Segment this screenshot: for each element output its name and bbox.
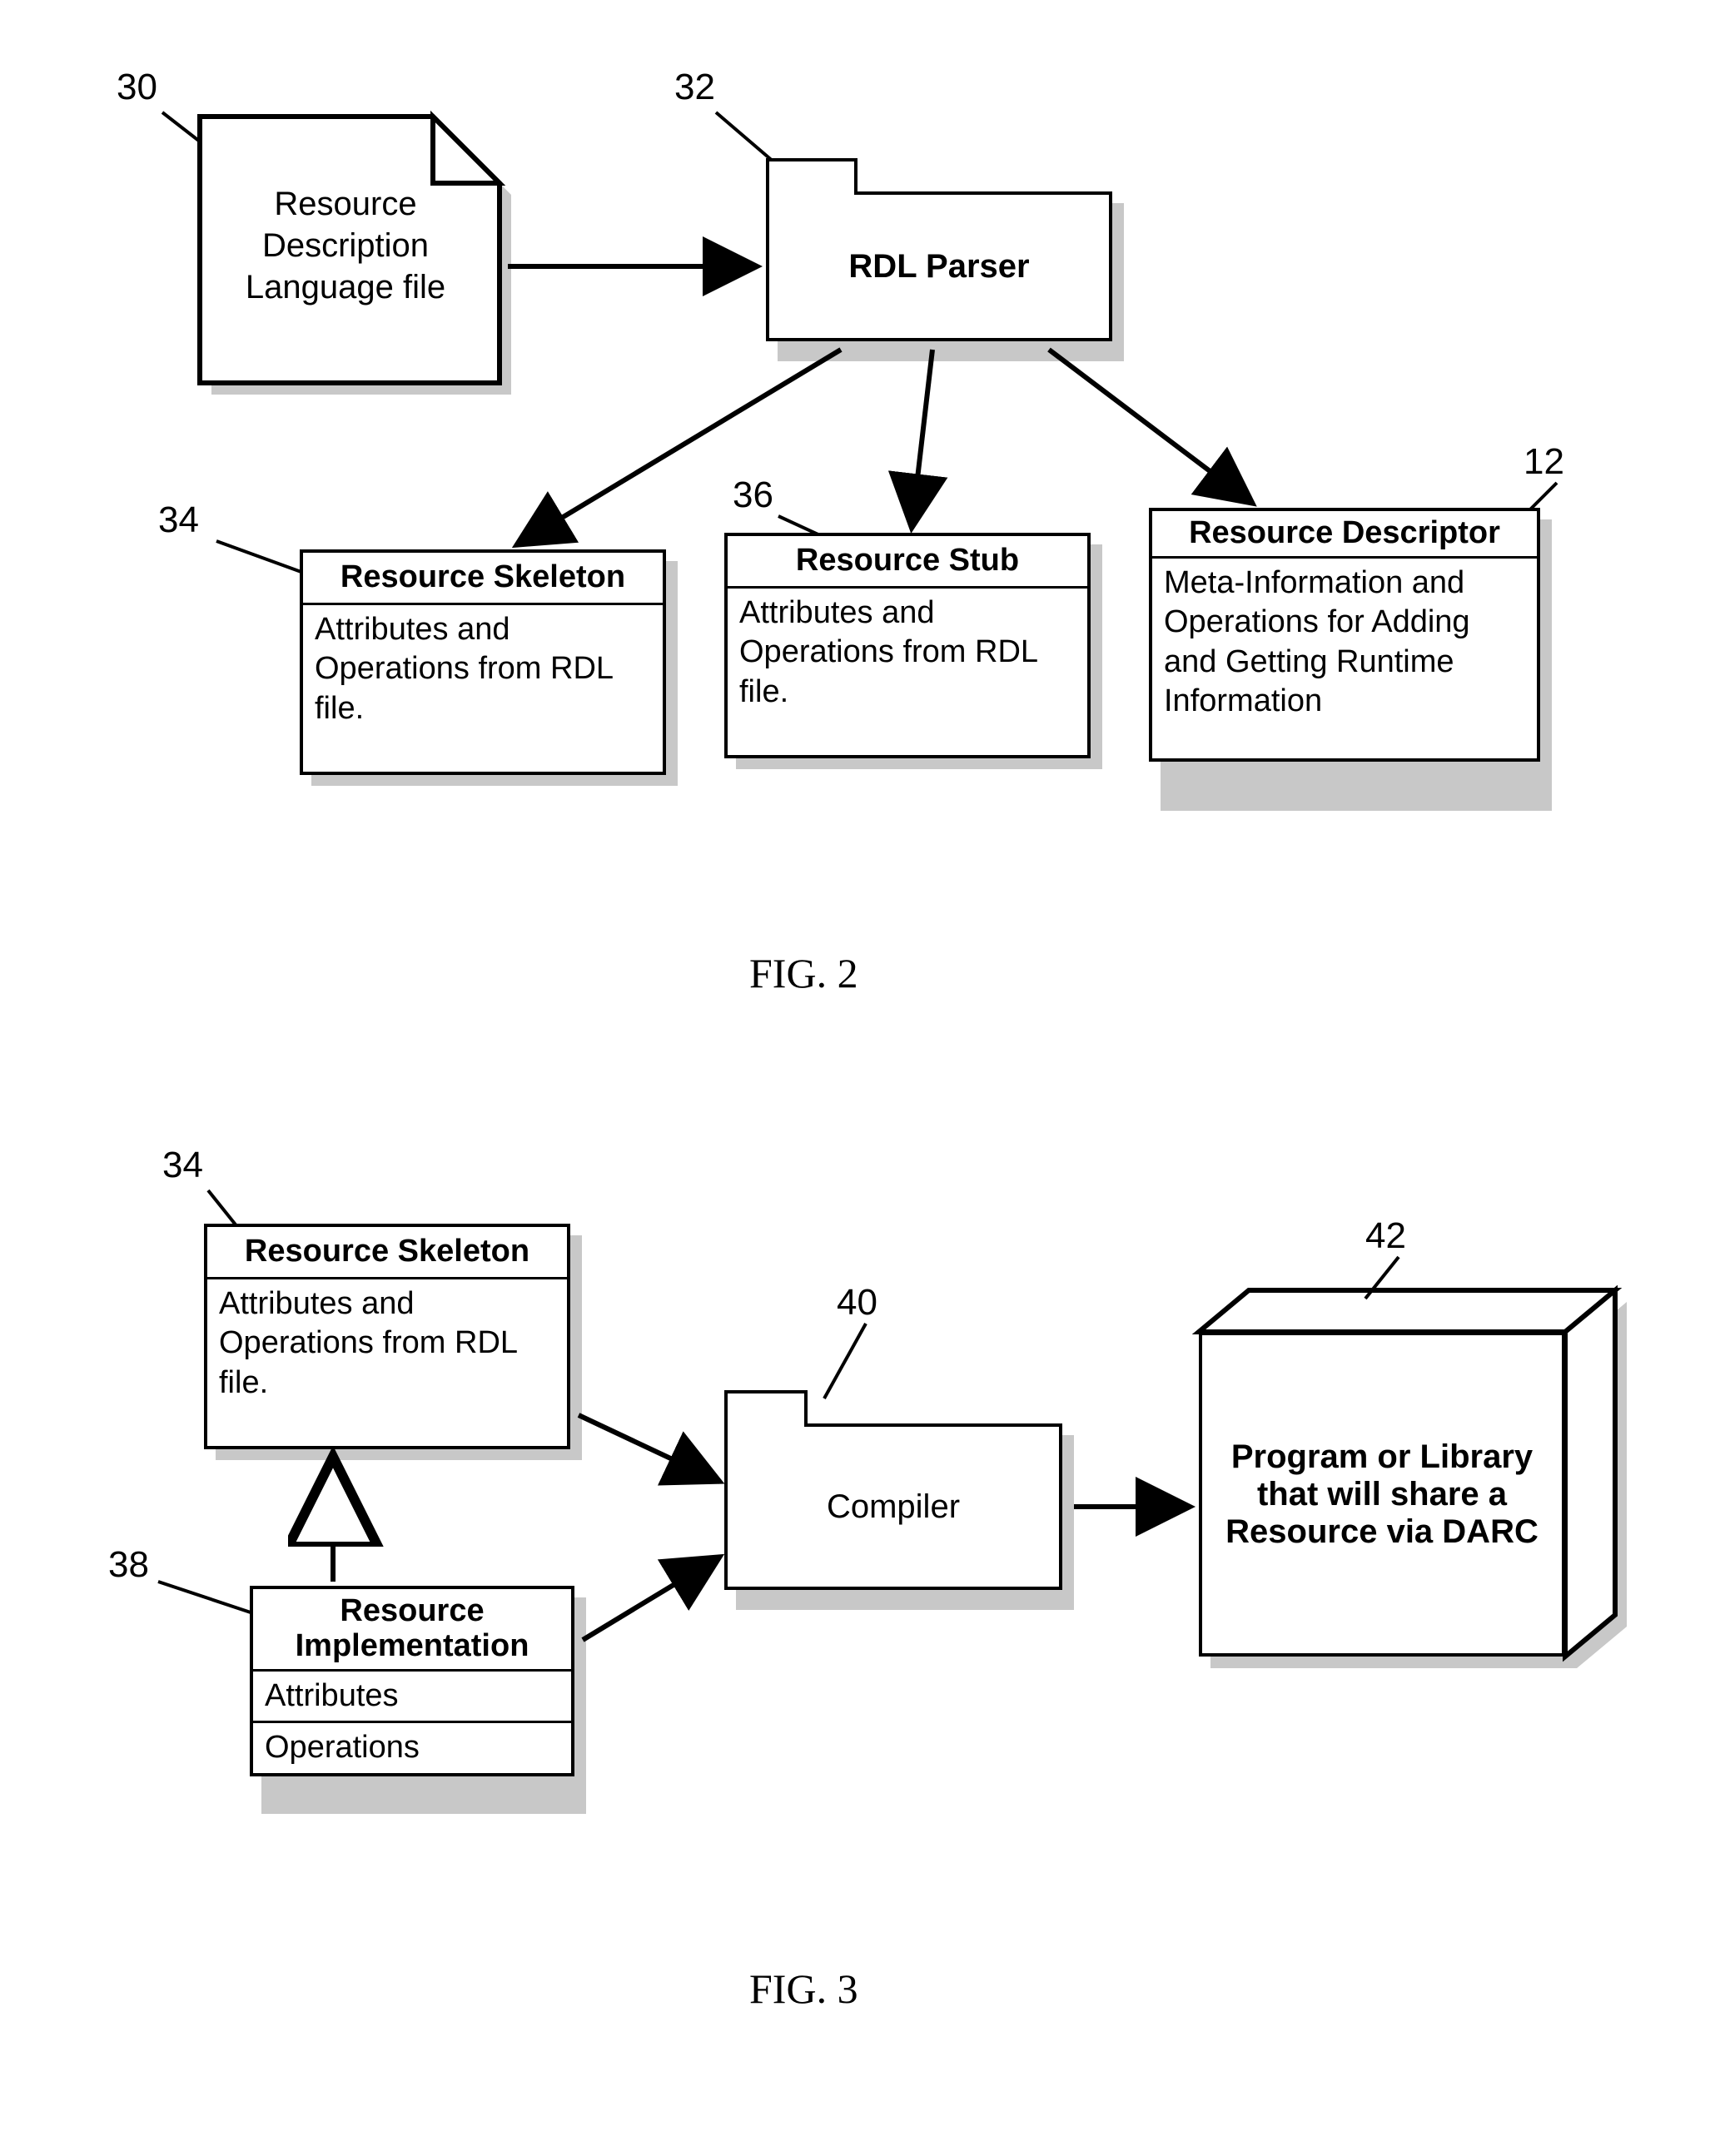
cube-42-text: Program or Library that will share a Res… [1219,1438,1545,1551]
box-12-title: Resource Descriptor [1152,511,1537,559]
doc-30-text: Resource Description Language file [191,183,500,308]
label-38: 38 [108,1544,149,1586]
folder-32: RDL Parser [766,158,1124,350]
diagram-canvas: 30 Resource Description Language file 32… [0,0,1715,2156]
box-38: Resource Implementation Attributes Opera… [250,1586,574,1802]
fig2-caption: FIG. 2 [749,949,858,997]
box-38-row2: Operations [253,1723,571,1773]
box-34-fig3-title: Resource Skeleton [207,1227,567,1279]
folder-40-text: Compiler [827,1488,960,1526]
box-34-title: Resource Skeleton [303,553,663,605]
box-36-title: Resource Stub [728,536,1087,589]
box-34-fig3-body: Attributes and Operations from RDL file. [207,1279,567,1446]
label-34-fig2: 34 [158,499,199,541]
box-38-title: Resource Implementation [253,1589,571,1672]
fig3-caption: FIG. 3 [749,1965,858,2013]
box-34-fig3: Resource Skeleton Attributes and Operati… [204,1224,570,1448]
folder-40: Compiler [724,1390,1074,1598]
label-42: 42 [1365,1215,1406,1257]
box-12: Resource Descriptor Meta-Information and… [1149,508,1540,799]
box-34-fig2: Resource Skeleton Attributes and Operati… [300,549,666,774]
label-32: 32 [674,67,715,108]
box-12-body: Meta-Information and Operations for Addi… [1152,559,1537,758]
box-36: Resource Stub Attributes and Operations … [724,533,1091,758]
folder-32-text: RDL Parser [848,248,1029,286]
label-34-fig3: 34 [162,1145,203,1186]
label-30: 30 [117,67,157,108]
box-34-body: Attributes and Operations from RDL file. [303,605,663,772]
label-12: 12 [1524,441,1564,483]
cube-42: Program or Library that will share a Res… [1191,1282,1598,1648]
label-40: 40 [837,1282,877,1324]
box-38-row1: Attributes [253,1672,571,1724]
box-36-body: Attributes and Operations from RDL file. [728,589,1087,755]
doc-30: Resource Description Language file [191,108,500,383]
label-36: 36 [733,474,773,516]
